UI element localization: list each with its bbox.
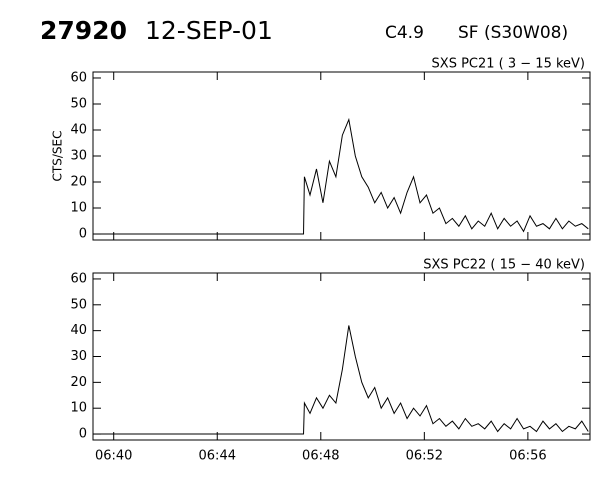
y-tick-label: 60: [70, 271, 87, 286]
y-tick-label: 20: [70, 175, 87, 190]
plot-frame: [92, 272, 591, 441]
event-date: 12-SEP-01: [145, 16, 273, 45]
y-tick-label: 40: [70, 323, 87, 338]
y-tick-label: 0: [79, 227, 87, 242]
data-line: [93, 325, 589, 435]
x-tick-label: 06:44: [199, 449, 236, 464]
y-tick-label: 0: [79, 427, 87, 442]
y-tick-label: 50: [70, 297, 87, 312]
y-tick-label: 10: [70, 401, 87, 416]
y-tick-label: 30: [70, 349, 87, 364]
event-id: 27920: [40, 16, 127, 45]
y-axis-label: CTS/SEC: [51, 131, 65, 182]
y-tick-label: 20: [70, 375, 87, 390]
x-tick-label: 06:48: [302, 449, 339, 464]
x-tick-label: 06:40: [95, 449, 132, 464]
y-tick-label: 40: [70, 122, 87, 137]
y-tick-label: 10: [70, 201, 87, 216]
flare-class: C4.9: [385, 23, 424, 43]
plot-frame: [92, 71, 591, 241]
y-tick-label: 50: [70, 96, 87, 111]
panel-title: SXS PC21 ( 3 − 15 keV): [432, 57, 585, 72]
y-tick-label: 30: [70, 149, 87, 164]
flare-location: SF (S30W08): [458, 23, 568, 43]
x-tick-label: 06:56: [509, 449, 546, 464]
panel-title: SXS PC22 ( 15 − 40 keV): [423, 258, 585, 273]
y-tick-label: 60: [70, 70, 87, 85]
data-line: [93, 117, 589, 235]
x-tick-label: 06:52: [406, 449, 443, 464]
